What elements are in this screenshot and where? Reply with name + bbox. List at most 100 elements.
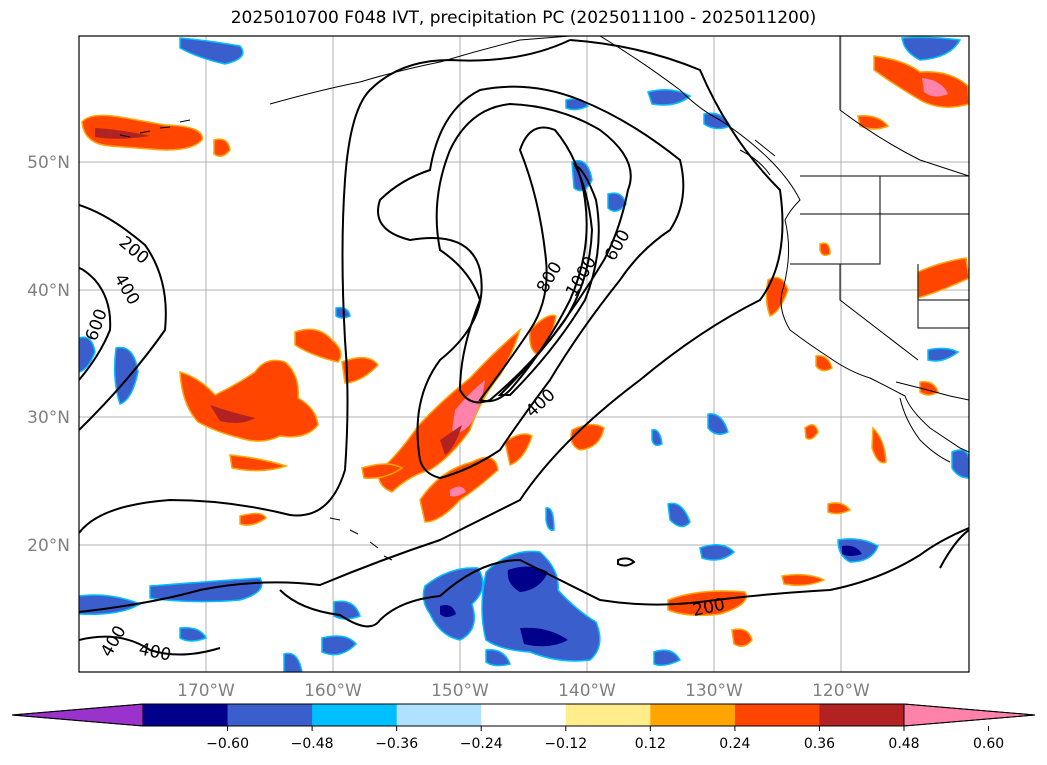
precip-neg-blob: [647, 89, 692, 106]
colorbar: −0.60 −0.48 −0.36 −0.24 −0.12 0.12 0.24 0.36 0.4…: [11, 703, 1036, 752]
precip-neg-blob: [321, 635, 358, 656]
longitude-labels: 170°W 160°W 150°W 140°W 130°W 120°W: [177, 681, 870, 701]
lat-label: 30°N: [27, 408, 70, 428]
precip-neg-blob: [485, 649, 511, 667]
ivt-contour-600: [435, 102, 632, 404]
precip-neg-blob: [607, 192, 627, 212]
colorbar-tick-label: 0.60: [973, 736, 1004, 752]
map-frame: [78, 35, 970, 673]
precip-ar-core: [440, 425, 462, 455]
us-mexico-border: [895, 381, 969, 401]
colorbar-tick-label: 0.12: [635, 736, 666, 752]
map-panel: [79, 36, 969, 672]
lon-label: 170°W: [177, 681, 235, 701]
precip-neg-blob: [842, 545, 862, 556]
precip-negative-areas: [79, 36, 969, 672]
ivt-contour-200-east: [79, 635, 221, 656]
precip-blob: [815, 355, 833, 372]
precip-positive-areas: [81, 55, 969, 647]
colorbar-segment: [565, 704, 651, 726]
colorbar-ticks: −0.60 −0.48 −0.36 −0.24 −0.12 0.12 0.24 0.36 0.4…: [206, 726, 1004, 752]
precip-blob: [917, 257, 969, 300]
ivt-contours: [79, 39, 969, 656]
lon-label: 120°W: [812, 681, 870, 701]
bc-islands: [739, 139, 776, 176]
ivt-contour-200: [79, 39, 784, 613]
precip-blob: [819, 242, 831, 257]
map-title: 2025010700 F048 IVT, precipitation PC (2…: [230, 8, 817, 28]
colorbar-tick-label: −0.48: [291, 736, 334, 752]
ivt-contour-400: [79, 204, 167, 431]
precip-neg-blob: [699, 544, 736, 561]
precip-blob: [781, 573, 826, 587]
precip-neg-blob: [179, 37, 244, 65]
ivt-contour-east: [939, 529, 969, 569]
precip-ar-core: [452, 380, 485, 433]
precip-neg-blob: [545, 507, 555, 532]
colorbar-tick-label: 0.48: [888, 736, 919, 752]
alaska-coast: [269, 36, 571, 105]
precip-neg-blob: [667, 502, 691, 528]
precip-blob: [213, 138, 231, 157]
precip-blob: [341, 356, 379, 384]
lat-label: 40°N: [27, 281, 70, 301]
precip-blob: [804, 424, 819, 440]
ivt-contour-600: [79, 267, 112, 381]
precip-neg-blob: [507, 566, 548, 592]
ivt-contour-200: [79, 39, 571, 534]
colorbar-segments: [11, 703, 1036, 727]
colorbar-segment: [312, 704, 398, 726]
lon-label: 160°W: [304, 681, 362, 701]
colorbar-segment: [819, 704, 905, 726]
precip-blob: [179, 359, 319, 442]
precip-neg-blob: [79, 336, 96, 373]
precip-blob: [871, 426, 887, 464]
precip-neg-blob: [422, 567, 484, 641]
colorbar-segment: [143, 704, 229, 726]
colorbar-tick-label: −0.12: [544, 736, 587, 752]
colorbar-segment: [396, 704, 482, 726]
precip-neg-blob: [440, 605, 456, 617]
precip-blob: [827, 502, 852, 515]
precip-ar-band: [378, 327, 522, 493]
precip-blob: [731, 628, 753, 647]
precip-neg-blob: [651, 429, 663, 447]
lon-label: 150°W: [431, 681, 489, 701]
colorbar-tick-label: −0.36: [375, 736, 418, 752]
ivt-contour-400: [377, 85, 685, 480]
colorbar-segment: [481, 704, 567, 726]
lat-label: 20°N: [27, 536, 70, 556]
precip-blob: [294, 328, 342, 363]
ivt-contour-200-south: [279, 527, 969, 628]
precip-neg-blob: [901, 36, 962, 61]
colorbar-frame: [11, 703, 1036, 727]
colorbar-tick-label: 0.24: [719, 736, 750, 752]
lat-label: 50°N: [27, 153, 70, 173]
alaska-coast-se: [599, 36, 969, 453]
us-state-lines: [790, 176, 969, 361]
ivt-contour-small: [617, 557, 636, 567]
colorbar-arrow-max: [903, 703, 1036, 727]
colorbar-tick-label: −0.24: [460, 736, 503, 752]
precip-neg-blob: [927, 347, 960, 362]
hawaii-islands: [329, 517, 393, 561]
baja-coast: [899, 397, 951, 463]
colorbar-segment: [650, 704, 736, 726]
lon-label: 140°W: [558, 681, 616, 701]
precip-neg-blob: [283, 652, 303, 672]
precip-blob: [504, 433, 533, 466]
precip-neg-blob: [653, 649, 682, 667]
precip-blob: [765, 276, 789, 317]
colorbar-arrow-min: [11, 703, 144, 727]
colorbar-tick-label: −0.60: [206, 736, 249, 752]
colorbar-segment: [227, 704, 313, 726]
canada-inland: [839, 36, 969, 177]
precip-blob: [450, 486, 466, 497]
lon-label: 130°W: [685, 681, 743, 701]
precip-blob: [361, 463, 404, 480]
latitude-labels: 50°N 40°N 30°N 20°N: [27, 153, 70, 556]
precip-blob: [922, 78, 948, 97]
precip-neg-blob: [113, 346, 139, 405]
coastlines: [119, 36, 969, 561]
